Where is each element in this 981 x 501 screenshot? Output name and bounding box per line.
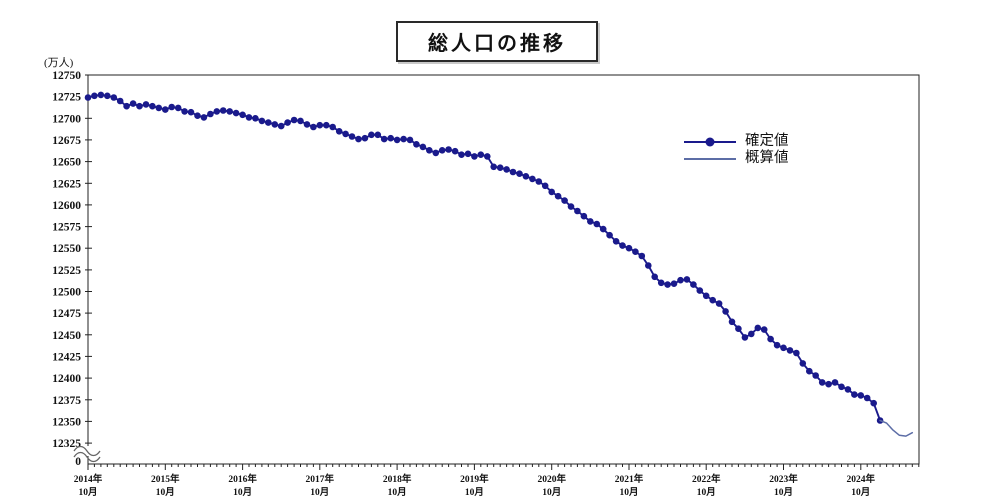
svg-text:12700: 12700	[52, 113, 81, 125]
confirmed-line-sample	[684, 137, 736, 146]
svg-text:10月: 10月	[542, 487, 561, 498]
svg-text:12325: 12325	[52, 438, 81, 450]
chart-title: 総人口の推移	[396, 21, 598, 62]
svg-text:2015年: 2015年	[151, 473, 180, 485]
svg-text:2016年: 2016年	[228, 473, 257, 485]
svg-text:12500: 12500	[52, 287, 81, 299]
svg-text:12525: 12525	[52, 265, 81, 277]
svg-text:2024年: 2024年	[847, 473, 876, 485]
svg-text:12350: 12350	[52, 416, 81, 428]
svg-text:12425: 12425	[52, 351, 81, 363]
svg-text:10月: 10月	[851, 487, 870, 498]
svg-text:2021年: 2021年	[615, 473, 644, 485]
confirmed-marker-icon	[705, 137, 715, 146]
svg-text:2019年: 2019年	[460, 473, 489, 485]
svg-text:10月: 10月	[233, 487, 252, 498]
svg-text:12375: 12375	[52, 395, 81, 407]
svg-text:12725: 12725	[52, 92, 81, 104]
svg-text:10月: 10月	[697, 487, 716, 498]
svg-text:12550: 12550	[52, 243, 81, 255]
svg-text:2020年: 2020年	[537, 473, 566, 485]
svg-text:10月: 10月	[465, 487, 484, 498]
svg-text:10月: 10月	[310, 487, 329, 498]
svg-text:10月: 10月	[774, 487, 793, 498]
svg-text:2022年: 2022年	[692, 473, 721, 485]
svg-text:2023年: 2023年	[769, 473, 798, 485]
svg-text:10月: 10月	[78, 487, 97, 498]
preliminary-line-sample	[684, 157, 736, 160]
svg-text:12650: 12650	[52, 157, 81, 169]
legend-item-confirmed: 確定値	[684, 133, 789, 150]
svg-text:12675: 12675	[52, 135, 81, 147]
svg-text:2014年: 2014年	[74, 473, 103, 485]
svg-text:0: 0	[75, 456, 81, 468]
svg-text:12625: 12625	[52, 178, 81, 190]
legend-label-preliminary: 概算値	[745, 150, 789, 167]
svg-text:12400: 12400	[52, 373, 81, 385]
svg-text:12750: 12750	[52, 70, 81, 82]
legend-label-confirmed: 確定値	[745, 133, 789, 150]
svg-text:12450: 12450	[52, 330, 81, 342]
y-axis-unit-label: (万人)	[44, 57, 74, 69]
svg-text:10月: 10月	[156, 487, 175, 498]
svg-text:2017年: 2017年	[306, 473, 335, 485]
svg-text:12600: 12600	[52, 200, 81, 212]
svg-text:2018年: 2018年	[383, 473, 412, 485]
svg-text:12475: 12475	[52, 308, 81, 320]
svg-text:12575: 12575	[52, 222, 81, 234]
svg-text:10月: 10月	[619, 487, 638, 498]
chart-legend: 確定値 概算値	[684, 133, 789, 167]
svg-text:10月: 10月	[388, 487, 407, 498]
legend-item-preliminary: 概算値	[684, 150, 789, 167]
